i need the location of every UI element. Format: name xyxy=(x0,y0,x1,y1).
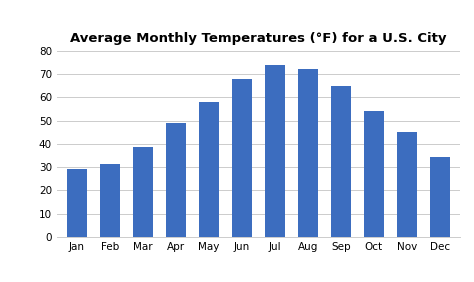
Bar xyxy=(265,65,285,237)
Title: Average Monthly Temperatures (°F) for a U.S. City: Average Monthly Temperatures (°F) for a … xyxy=(70,32,447,45)
Bar xyxy=(100,164,119,237)
Bar xyxy=(166,123,186,237)
Bar xyxy=(298,69,318,237)
Bar xyxy=(430,157,450,237)
Bar xyxy=(397,132,417,237)
Bar xyxy=(364,111,384,237)
Bar xyxy=(331,86,351,237)
Bar xyxy=(199,102,219,237)
Bar xyxy=(232,79,252,237)
Bar xyxy=(67,169,87,237)
Bar xyxy=(133,147,153,237)
